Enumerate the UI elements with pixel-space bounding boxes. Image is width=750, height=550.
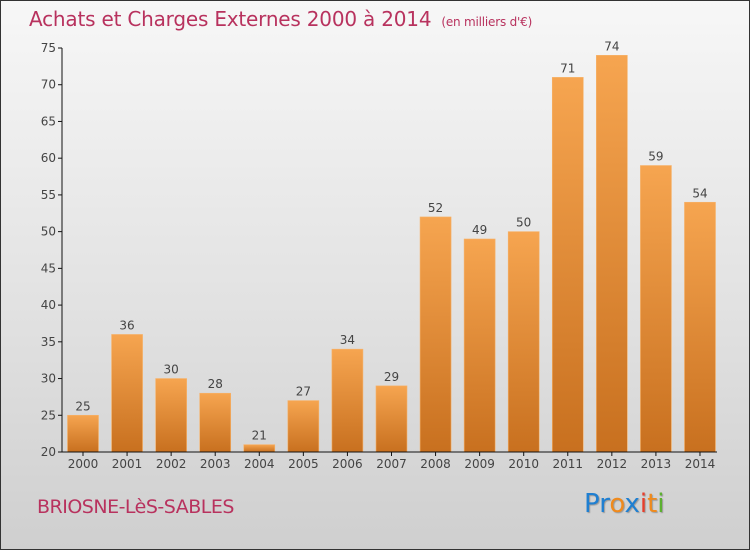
bar-2007	[375, 385, 408, 453]
value-label: 21	[252, 429, 267, 443]
y-tick-label: 25	[41, 408, 56, 422]
x-tick-label: 2008	[420, 457, 451, 471]
logo-letter: P	[584, 489, 600, 519]
logo-letter: i	[657, 489, 665, 519]
bar-2008	[419, 216, 452, 453]
x-tick-label: 2009	[464, 457, 495, 471]
bar-2005	[287, 400, 320, 453]
bar-2013	[640, 165, 672, 453]
value-label: 50	[516, 216, 531, 230]
x-tick-label: 2012	[597, 457, 628, 471]
value-label: 74	[604, 39, 619, 53]
proxiti-logo[interactable]: Proxiti	[584, 489, 665, 519]
x-tick-label: 2011	[552, 457, 583, 471]
logo-letter: i	[639, 489, 648, 519]
value-label: 28	[208, 377, 223, 391]
x-tick-label: 2001	[112, 457, 143, 471]
value-label: 52	[428, 201, 443, 215]
bar-2004	[243, 444, 276, 453]
bar-2001	[111, 334, 143, 453]
y-tick-label: 50	[41, 225, 56, 239]
bar-2011	[551, 77, 584, 453]
bar-2009	[463, 238, 496, 453]
bar-2000	[67, 414, 99, 453]
value-label: 54	[692, 186, 707, 200]
value-label: 59	[648, 150, 663, 164]
bar-2012	[596, 55, 628, 453]
chart-subtitle: (en milliers d'€)	[441, 15, 533, 29]
y-tick-label: 70	[41, 78, 56, 92]
bar-chart: 20 25 30 35 40 45 50 55 60 65 70 75 25 2000 36 2001 30 20…	[41, 39, 717, 471]
y-tick-label: 75	[41, 41, 56, 55]
chart-title: Achats et Charges Externes 2000 à 2014 (e…	[29, 7, 532, 31]
value-label: 36	[119, 318, 134, 332]
bar-2014	[684, 201, 716, 453]
x-tick-label: 2010	[508, 457, 539, 471]
value-label: 25	[75, 399, 90, 413]
y-tick-label: 40	[41, 298, 56, 312]
logo-letter: r	[599, 489, 610, 519]
x-tick-label: 2004	[244, 457, 275, 471]
title-text: Achats et Charges Externes 2000 à 2014	[29, 7, 432, 31]
value-label: 71	[560, 61, 575, 75]
logo-letter: t	[647, 489, 658, 519]
bar-2006	[331, 348, 364, 453]
y-tick-label: 45	[41, 261, 56, 275]
logo-letter: x	[624, 489, 640, 519]
value-label: 49	[472, 223, 487, 237]
y-tick-label: 20	[41, 445, 56, 459]
bar-2003	[199, 392, 232, 453]
city-name: BRIOSNE-LèS-SABLES	[37, 496, 234, 518]
bar-2002	[155, 378, 187, 453]
x-tick-label: 2005	[288, 457, 319, 471]
logo-letter: o	[609, 489, 625, 519]
x-tick-label: 2002	[156, 457, 187, 471]
x-tick-label: 2006	[332, 457, 363, 471]
y-tick-label: 60	[41, 151, 56, 165]
value-label: 30	[163, 363, 178, 377]
value-label: 27	[296, 385, 311, 399]
x-tick-label: 2007	[376, 457, 407, 471]
y-tick-label: 55	[41, 188, 56, 202]
y-tick-label: 30	[41, 372, 56, 386]
x-tick-label: 2003	[200, 457, 231, 471]
y-tick-label: 35	[41, 335, 56, 349]
x-tick-label: 2014	[685, 457, 716, 471]
value-label: 29	[384, 370, 399, 384]
x-tick-label: 2000	[68, 457, 99, 471]
value-label: 34	[340, 333, 355, 347]
bar-2010	[507, 231, 540, 453]
x-tick-label: 2013	[641, 457, 672, 471]
y-tick-label: 65	[41, 114, 56, 128]
